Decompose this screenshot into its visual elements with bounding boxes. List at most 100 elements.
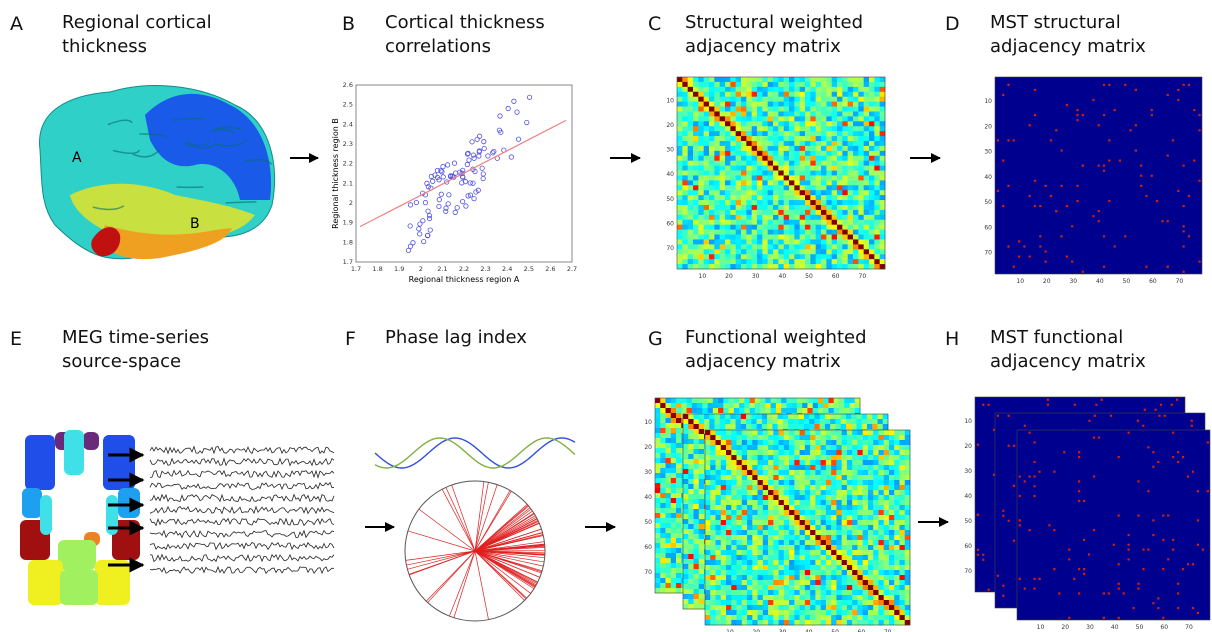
edge-cell [1050,195,1052,197]
matrix-cell [826,200,832,205]
matrix-cell [800,180,806,185]
matrix-cell [677,259,683,264]
matrix-cell [730,180,736,185]
y-tick-label: 60 [644,544,652,551]
matrix-cell [869,225,875,230]
mst-matrix [995,77,1202,274]
matrix-cell [709,424,715,429]
matrix-cell [814,424,820,429]
x-tick-label: 40 [1096,278,1104,285]
matrix-cell [778,77,784,82]
matrix-cell [762,87,768,92]
edge-cell [1050,139,1052,141]
matrix-cell [837,77,843,82]
matrix-cell [864,200,870,205]
matrix-cell [704,200,710,205]
matrix-cell [723,398,729,403]
matrix-cell [693,92,699,97]
matrix-cell [762,171,768,176]
matrix-cell [677,200,683,205]
matrix-cell [746,200,752,205]
matrix-cell [747,440,753,445]
matrix-cell [746,419,752,424]
matrix-cell [736,195,742,200]
matrix-cell [682,205,688,210]
matrix-cell [744,398,750,403]
matrix-cell [752,166,758,171]
matrix-cell [805,440,811,445]
matrix-cell [880,97,886,102]
matrix-cell [789,195,795,200]
matrix-cell [842,254,848,259]
matrix-cell [746,121,752,126]
matrix-cell [666,523,672,528]
matrix-cell [837,116,843,121]
matrix-cell [704,254,710,259]
matrix-cell [677,264,683,269]
matrix-cell [880,259,886,264]
matrix-cell [805,210,811,215]
matrix-cell [725,230,731,235]
matrix-cell [880,82,886,87]
matrix-cell [682,151,688,156]
matrix-cell [708,408,714,413]
matrix-cell [762,136,768,141]
matrix-cell [677,97,683,102]
matrix-cell [837,210,843,215]
matrix-cell [768,92,774,97]
matrix-cell [747,435,753,440]
matrix-cell [704,77,710,82]
matrix-cell [762,121,768,126]
matrix-cell [763,435,769,440]
matrix-cell [746,190,752,195]
edge-cell [1108,200,1110,202]
matrix-cell [853,210,859,215]
y-tick-label: 10 [644,419,652,426]
matrix-cell [720,77,726,82]
matrix-cell [688,499,694,504]
matrix-cell [736,97,742,102]
matrix-cell [725,200,731,205]
matrix-cell [858,161,864,166]
matrix-cell [682,215,688,220]
matrix-cell [848,102,854,107]
matrix-cell [821,136,827,141]
matrix-cell [752,146,758,151]
matrix-cell [655,453,661,458]
matrix-cell [872,419,878,424]
matrix-cell [725,259,731,264]
matrix-cell [666,588,672,593]
matrix-cell [704,195,710,200]
matrix-cell [784,126,790,131]
matrix-cell [757,121,763,126]
matrix-cell [816,116,822,121]
matrix-cell [864,225,870,230]
matrix-cell [794,82,800,87]
matrix-cell [726,440,732,445]
matrix-cell [741,77,747,82]
matrix-cell [677,225,683,230]
matrix-cell [699,564,705,569]
edge-cell [1076,185,1078,187]
matrix-cell [853,166,859,171]
matrix-cell [880,77,886,82]
matrix-cell [874,92,880,97]
matrix-cell [837,235,843,240]
matrix-cell [709,136,715,141]
matrix-cell [699,539,705,544]
matrix-cell [746,111,752,116]
matrix-cell [778,151,784,156]
matrix-cell [666,418,672,423]
matrix-cell [855,398,861,403]
matrix-cell [682,190,688,195]
matrix-cell [676,433,682,438]
matrix-cell [666,438,672,443]
matrix-cell [688,82,694,87]
matrix-cell [655,538,661,543]
matrix-cell [698,82,704,87]
matrix-cell [720,166,726,171]
matrix-cell [666,528,672,533]
matrix-cell [666,538,672,543]
matrix-cell [826,259,832,264]
panel-title: correlations [385,36,491,57]
